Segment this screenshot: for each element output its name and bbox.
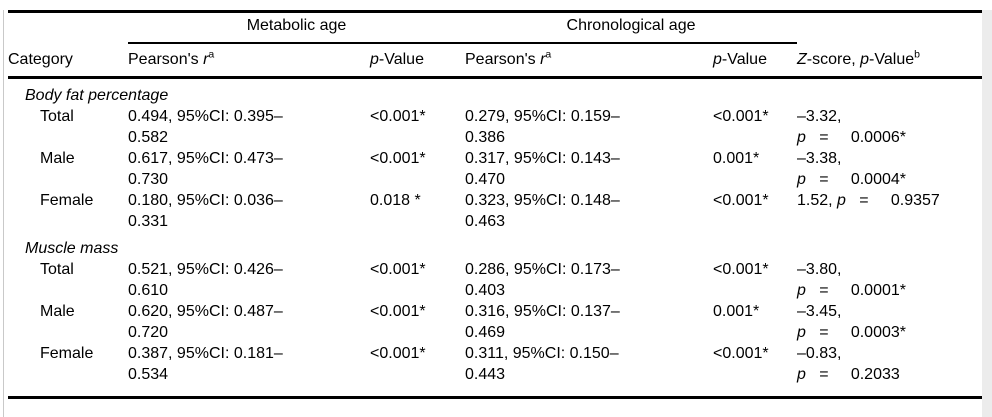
figure-edge-right bbox=[982, 10, 992, 417]
cell-pearson-chronological: 0.279, 95%CI: 0.159– 0.386 bbox=[465, 108, 620, 146]
cell-zscore: –3.45, p = 0.0003* bbox=[797, 303, 906, 341]
header-pvalue-metabolic: p-Value bbox=[370, 43, 465, 79]
cell-pvalue-metabolic: <0.001* bbox=[370, 150, 426, 167]
cell-pearson-chronological: 0.317, 95%CI: 0.143– 0.470 bbox=[465, 150, 620, 188]
cell-pearson-metabolic: 0.617, 95%CI: 0.473– 0.730 bbox=[128, 150, 283, 188]
cell-category: Male bbox=[40, 303, 75, 320]
figure-edge-left bbox=[3, 10, 4, 417]
section-row: Muscle mass bbox=[8, 232, 984, 259]
cell-pvalue-chronological: 0.001* bbox=[713, 150, 760, 167]
cell-zscore: –3.38, p = 0.0004* bbox=[797, 150, 906, 188]
spanner-metabolic-age: Metabolic age bbox=[128, 11, 465, 44]
cell-pearson-metabolic: 0.620, 95%CI: 0.487– 0.720 bbox=[128, 303, 283, 341]
header-pvalue-chronological: p-Value bbox=[713, 43, 798, 79]
cell-pvalue-chronological: <0.001* bbox=[713, 108, 769, 125]
cell-pearson-chronological: 0.316, 95%CI: 0.137– 0.469 bbox=[465, 303, 620, 341]
table-row: Total 0.521, 95%CI: 0.426– 0.610 <0.001* 0.… bbox=[8, 259, 984, 301]
cell-pvalue-chronological: <0.001* bbox=[713, 261, 769, 278]
cell-pearson-chronological: 0.286, 95%CI: 0.173– 0.403 bbox=[465, 261, 620, 299]
table-row: Female 0.387, 95%CI: 0.181– 0.534 <0.001* 0… bbox=[8, 343, 984, 398]
cell-pearson-metabolic: 0.521, 95%CI: 0.426– 0.610 bbox=[128, 261, 283, 299]
cell-pvalue-chronological: <0.001* bbox=[713, 345, 769, 362]
cell-pearson-metabolic: 0.494, 95%CI: 0.395– 0.582 bbox=[128, 108, 283, 146]
section-label: Muscle mass bbox=[25, 240, 119, 257]
spanner-spacer bbox=[797, 12, 984, 44]
cell-pvalue-metabolic: <0.001* bbox=[370, 108, 426, 125]
spanner-spacer bbox=[8, 12, 128, 44]
cell-pvalue-chronological: 0.001* bbox=[713, 303, 760, 320]
cell-category: Total bbox=[40, 108, 74, 125]
table-body: Body fat percentage Total 0.494, 95%CI: 0.… bbox=[8, 78, 984, 398]
cell-pearson-chronological: 0.311, 95%CI: 0.150– 0.443 bbox=[465, 345, 619, 383]
cell-pearson-metabolic: 0.180, 95%CI: 0.036– 0.331 bbox=[128, 192, 283, 230]
table-row: Male 0.617, 95%CI: 0.473– 0.730 <0.001* 0.3… bbox=[8, 148, 984, 190]
cell-pvalue-metabolic: 0.018 * bbox=[370, 192, 421, 209]
cell-category: Female bbox=[40, 345, 94, 362]
cell-zscore: –3.80, p = 0.0001* bbox=[797, 261, 906, 299]
cell-zscore: –0.83, p = 0.2033 bbox=[797, 345, 900, 383]
header-pearson-metabolic: Pearson's ra bbox=[128, 43, 370, 79]
cell-pvalue-metabolic: <0.001* bbox=[370, 345, 426, 362]
section-row: Body fat percentage bbox=[8, 78, 984, 107]
header-pearson-chronological: Pearson's ra bbox=[465, 43, 713, 79]
header-zscore: Z-score, p-Valueb bbox=[797, 43, 985, 79]
cell-pvalue-metabolic: <0.001* bbox=[370, 261, 426, 278]
correlation-table: Metabolic age Chronological age Category… bbox=[8, 10, 985, 399]
cell-category: Total bbox=[40, 261, 74, 278]
table-row: Male 0.620, 95%CI: 0.487– 0.720 <0.001* 0.3… bbox=[8, 301, 984, 343]
cell-category: Female bbox=[40, 192, 94, 209]
header-row: Category Pearson's ra p-Value Pearson's … bbox=[8, 43, 985, 79]
cell-zscore: 1.52, p = 0.9357 bbox=[797, 192, 940, 209]
cell-category: Male bbox=[40, 150, 75, 167]
cell-pvalue-chronological: <0.001* bbox=[713, 192, 769, 209]
cell-pearson-chronological: 0.323, 95%CI: 0.148– 0.463 bbox=[465, 192, 620, 230]
header-category: Category bbox=[8, 43, 128, 79]
cell-pvalue-metabolic: <0.001* bbox=[370, 303, 426, 320]
table-row: Total 0.494, 95%CI: 0.395– 0.582 <0.001* 0.… bbox=[8, 106, 984, 148]
spanner-row: Metabolic age Chronological age bbox=[8, 11, 984, 44]
section-label: Body fat percentage bbox=[25, 87, 169, 104]
table-row: Female 0.180, 95%CI: 0.036– 0.331 0.018 * 0… bbox=[8, 190, 984, 232]
cell-pearson-metabolic: 0.387, 95%CI: 0.181– 0.534 bbox=[128, 345, 283, 383]
spanner-chronological-age: Chronological age bbox=[465, 11, 798, 44]
cell-zscore: –3.32, p = 0.0006* bbox=[797, 108, 906, 146]
